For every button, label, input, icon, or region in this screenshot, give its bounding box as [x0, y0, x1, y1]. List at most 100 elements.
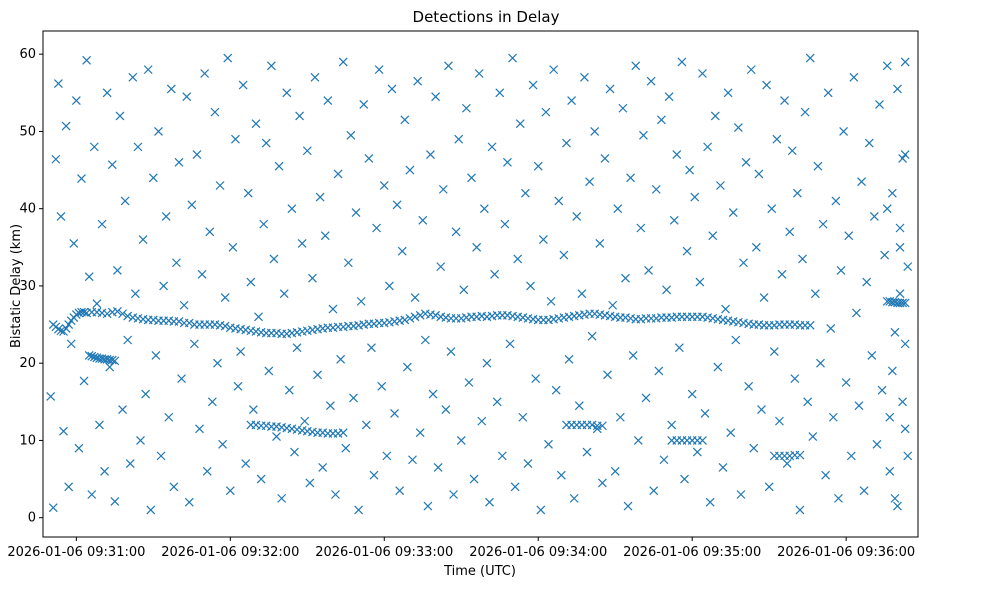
data-point [423, 501, 433, 511]
data-point [246, 277, 256, 287]
data-point [569, 493, 579, 503]
data-point [772, 134, 782, 144]
y-axis-ticks: 0 10 20 30 40 50 60 [19, 47, 43, 526]
data-point [492, 397, 502, 407]
data-point [497, 451, 507, 461]
data-point [864, 138, 874, 148]
data-point [136, 436, 145, 445]
data-point [405, 313, 415, 323]
data-point [690, 192, 700, 202]
data-point [641, 393, 651, 403]
data-point [877, 385, 887, 395]
data-point [636, 223, 646, 233]
data-point [51, 154, 61, 164]
y-axis-label: Bistatic Delay (km) [9, 224, 24, 348]
data-point [110, 356, 120, 366]
data-point [893, 501, 902, 511]
data-point [218, 439, 228, 449]
data-point [618, 103, 628, 113]
data-point [97, 219, 107, 229]
data-point [205, 227, 215, 237]
data-point [284, 385, 294, 395]
data-point [266, 61, 276, 71]
data-point [859, 486, 869, 496]
data-point [110, 497, 120, 506]
data-point [361, 420, 371, 430]
data-point [195, 424, 204, 434]
data-point [787, 146, 797, 156]
data-point [567, 96, 577, 105]
data-point [318, 463, 328, 472]
data-point [554, 196, 564, 206]
y-tick-label: 0 [28, 511, 36, 526]
data-point [482, 358, 492, 368]
data-point [461, 103, 471, 113]
data-point [400, 115, 410, 125]
data-point [433, 463, 443, 472]
data-point [700, 408, 710, 418]
data-point [456, 436, 466, 445]
data-point [343, 258, 353, 268]
data-point [48, 503, 58, 513]
data-point [402, 362, 412, 372]
data-point [274, 161, 284, 171]
data-point [71, 96, 81, 105]
data-point [805, 53, 815, 63]
data-point [174, 317, 184, 326]
data-point [118, 405, 127, 414]
data-points [46, 53, 913, 515]
data-point [880, 250, 890, 260]
data-point [836, 266, 846, 275]
data-point [608, 300, 618, 310]
data-point [890, 327, 900, 337]
data-point [531, 374, 541, 384]
data-point [754, 169, 764, 179]
data-point [510, 482, 520, 492]
data-point [210, 107, 220, 117]
data-point [69, 239, 79, 248]
data-point [297, 239, 307, 248]
data-point [628, 351, 638, 360]
data-point [413, 76, 423, 86]
data-point [338, 57, 348, 67]
data-point [328, 304, 338, 314]
data-point [454, 134, 464, 144]
data-point [508, 53, 517, 63]
data-point [621, 273, 630, 283]
data-point [213, 358, 222, 368]
data-point [172, 258, 181, 268]
data-point [872, 439, 882, 449]
data-point [585, 177, 594, 187]
data-point [449, 490, 458, 499]
data-point [331, 490, 340, 499]
data-point [669, 215, 679, 225]
data-point [333, 169, 343, 179]
data-point [189, 339, 199, 349]
data-point [269, 254, 279, 264]
data-point [395, 486, 405, 496]
data-point [123, 311, 133, 321]
data-point [256, 474, 266, 484]
data-point [79, 376, 89, 386]
data-point [790, 374, 800, 384]
data-point [795, 505, 805, 515]
data-point [223, 53, 233, 63]
data-point [251, 119, 261, 129]
data-point [805, 320, 815, 330]
data-point [582, 447, 592, 457]
data-point [446, 347, 456, 357]
data-point [887, 188, 897, 198]
data-point [169, 482, 179, 492]
data-point [854, 401, 864, 411]
y-tick-label: 10 [19, 433, 36, 448]
chart-title: Detections in Delay [413, 8, 560, 26]
data-point [220, 293, 230, 302]
data-point [187, 200, 197, 210]
data-point [810, 289, 820, 299]
data-point [895, 223, 905, 233]
data-point [541, 107, 551, 117]
data-point [646, 76, 656, 86]
data-point [577, 289, 587, 299]
data-point [595, 239, 605, 248]
data-point [785, 227, 795, 237]
